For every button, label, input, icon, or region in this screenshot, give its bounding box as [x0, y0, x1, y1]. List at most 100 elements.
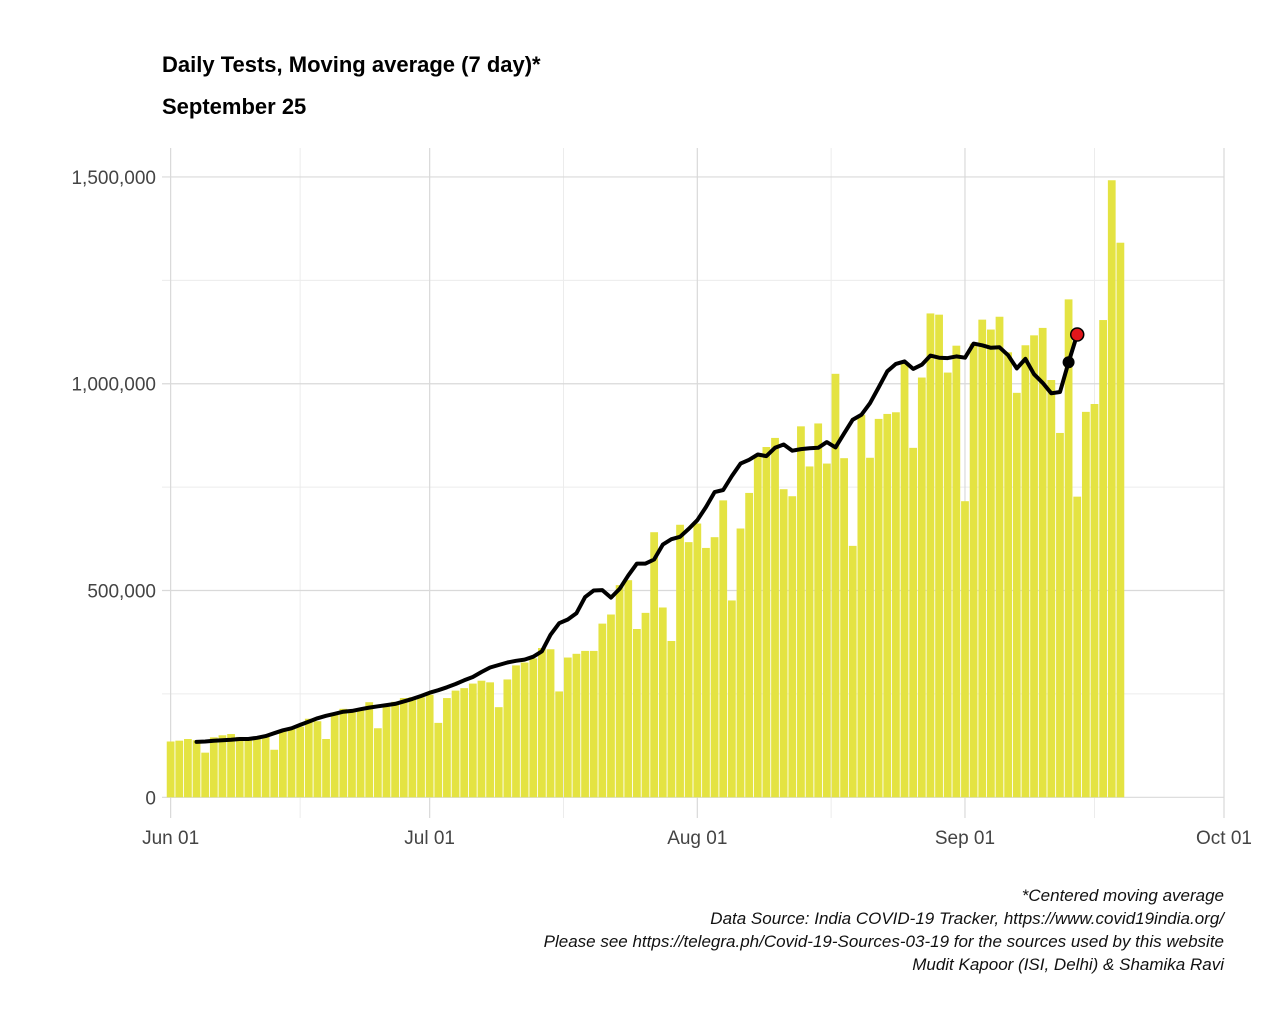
caption-sources-link: Please see https://telegra.ph/Covid-19-S…: [543, 932, 1224, 951]
bar: [1064, 299, 1073, 798]
bar: [227, 734, 235, 798]
x-tick-label: Aug 01: [667, 828, 727, 849]
grid-major: [162, 148, 1225, 818]
y-tick-label: 500,000: [87, 582, 156, 603]
bars-group: [166, 180, 1125, 798]
bar: [926, 313, 935, 798]
caption-note: *Centered moving average: [1021, 886, 1224, 905]
x-axis: Jun 01 Jul 01 Aug 01 Sep 01 Oct 01: [142, 828, 1252, 849]
bar: [624, 580, 633, 798]
bar: [1081, 411, 1090, 798]
y-axis: 0 500,000 1,000,000 1,500,000: [71, 168, 156, 809]
x-tick-label: Jul 01: [404, 828, 455, 849]
bar: [874, 418, 883, 798]
bar: [1021, 345, 1030, 798]
bar: [555, 691, 564, 798]
bar: [952, 345, 961, 798]
bar: [348, 712, 356, 798]
y-tick-label: 1,000,000: [71, 375, 156, 396]
bar: [788, 496, 797, 798]
bar: [658, 607, 667, 798]
bar: [546, 649, 555, 798]
bar: [745, 492, 754, 798]
bar: [1116, 242, 1125, 798]
bar: [1004, 352, 1013, 798]
bar: [1012, 392, 1021, 798]
bar: [632, 628, 641, 798]
bar: [831, 373, 840, 798]
bar: [650, 532, 659, 798]
bar: [529, 658, 538, 798]
bar: [848, 545, 857, 798]
bar: [822, 463, 831, 798]
bar: [175, 740, 184, 798]
bar: [1038, 327, 1047, 798]
bar: [779, 489, 788, 798]
bar: [417, 697, 425, 798]
bar: [235, 736, 244, 798]
bar: [607, 614, 615, 798]
bar: [408, 697, 417, 798]
bar: [995, 316, 1004, 798]
x-tick-label: Sep 01: [935, 828, 995, 849]
bar: [278, 731, 287, 798]
bar: [727, 600, 736, 798]
bar: [304, 718, 313, 798]
moving-average-point-latest: [1069, 327, 1085, 342]
bar: [693, 523, 702, 798]
bar: [425, 694, 434, 798]
bar: [935, 314, 943, 798]
bar: [365, 702, 374, 798]
moving-average-point-previous: [1062, 356, 1075, 369]
bar: [520, 662, 529, 798]
bar: [443, 698, 451, 798]
bar: [771, 437, 779, 798]
bar: [814, 423, 823, 798]
bar: [192, 740, 201, 798]
x-tick-label: Jun 01: [142, 828, 199, 849]
bar: [253, 739, 261, 798]
bar: [943, 372, 952, 798]
bar: [201, 752, 210, 798]
bar: [1056, 432, 1064, 798]
caption: *Centered moving average Data Source: In…: [544, 884, 1224, 976]
bar: [1099, 320, 1108, 798]
bar: [762, 447, 771, 798]
bar: [710, 537, 719, 798]
bar: [1030, 335, 1038, 798]
y-tick-label: 0: [145, 788, 156, 809]
bar: [917, 377, 926, 798]
bar: [313, 721, 322, 798]
bar: [218, 735, 227, 798]
bar: [892, 412, 900, 798]
bar: [209, 737, 218, 798]
bar: [753, 454, 762, 798]
chart-subtitle: September 25: [162, 94, 307, 119]
bar: [451, 690, 460, 798]
bar: [978, 319, 987, 798]
bar: [391, 701, 400, 798]
bar: [840, 458, 848, 798]
bar: [356, 708, 365, 798]
moving-average-line: [194, 332, 1080, 744]
bar: [184, 739, 192, 798]
bar: [641, 612, 650, 798]
bar: [460, 688, 469, 798]
moving-average-group: [194, 327, 1085, 744]
bar: [719, 500, 728, 798]
bar: [244, 737, 253, 798]
bar: [270, 749, 279, 798]
chart-title: Daily Tests, Moving average (7 day)*: [162, 52, 541, 77]
bar: [468, 683, 477, 798]
bar: [538, 648, 546, 798]
bar: [1047, 380, 1056, 798]
bar: [961, 501, 969, 798]
bar: [563, 657, 572, 798]
bar: [486, 682, 494, 798]
bar: [1073, 496, 1082, 798]
bar: [589, 650, 598, 798]
bar: [434, 722, 443, 798]
bar: [667, 640, 676, 798]
bar: [581, 650, 589, 798]
